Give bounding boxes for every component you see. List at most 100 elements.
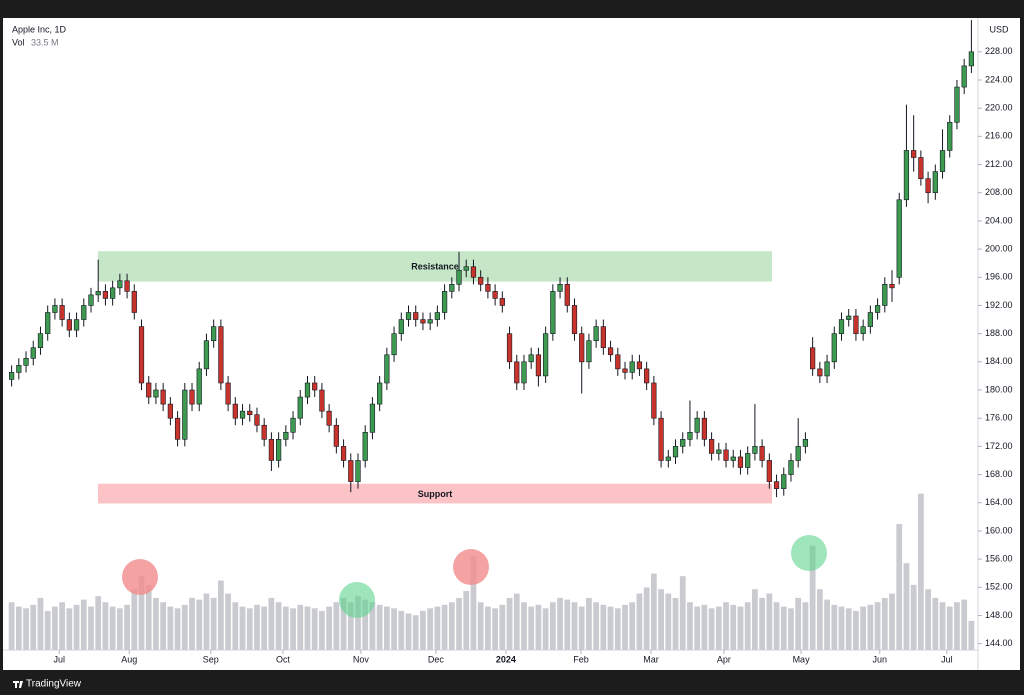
volume-bar xyxy=(910,584,917,650)
volume-bar xyxy=(845,608,852,650)
volume-bar xyxy=(239,606,246,650)
volume-bar xyxy=(896,524,903,650)
candle-body xyxy=(377,382,383,405)
volume-bar xyxy=(874,602,881,650)
price-tick-label: 168.00 xyxy=(985,469,1013,479)
candle-body xyxy=(947,121,953,151)
volume-bar xyxy=(838,606,845,650)
price-tick-label: 172.00 xyxy=(985,441,1013,451)
price-tick-label: 200.00 xyxy=(985,243,1013,253)
candle-body xyxy=(66,319,72,331)
volume-bar xyxy=(968,620,975,650)
volume-bar xyxy=(225,593,231,650)
volume-bar xyxy=(629,602,636,650)
volume-bar xyxy=(802,602,809,650)
currency-label: USD xyxy=(989,24,1009,34)
candle-body xyxy=(896,199,902,278)
volume-bar xyxy=(824,599,830,650)
symbol-title: Apple Inc, 1D xyxy=(12,24,67,34)
candle-body xyxy=(730,456,736,461)
time-tick-label: Apr xyxy=(717,654,731,664)
volume-bar xyxy=(600,604,607,650)
candle-body xyxy=(304,382,311,398)
candle-body xyxy=(564,284,570,306)
candle-body xyxy=(550,291,556,334)
price-tick-label: 160.00 xyxy=(985,525,1013,535)
volume-bar xyxy=(66,608,73,650)
candle-body xyxy=(889,284,895,289)
candle-body xyxy=(528,354,534,363)
candle-body xyxy=(939,150,946,172)
candle-body xyxy=(211,326,217,341)
volume-bar xyxy=(867,604,874,650)
volume-bar xyxy=(304,606,311,650)
volume-bar xyxy=(903,563,910,650)
candle-body xyxy=(413,312,419,320)
volume-bar xyxy=(88,606,94,650)
candle-body xyxy=(131,291,137,313)
volume-bar xyxy=(174,608,181,650)
volume-bar xyxy=(405,613,412,650)
time-tick-label: Jul xyxy=(941,654,953,664)
candle-body xyxy=(478,276,484,285)
volume-bar xyxy=(37,597,44,650)
volume-bar xyxy=(831,604,838,650)
volume-bar xyxy=(217,580,224,650)
volume-bar xyxy=(694,606,701,650)
candle-body xyxy=(802,439,809,447)
candle-body xyxy=(124,280,130,292)
candle-body xyxy=(586,340,592,363)
candle-body xyxy=(333,424,339,447)
candle-body xyxy=(723,449,729,461)
volume-bar xyxy=(340,597,347,650)
candle-body xyxy=(954,86,960,123)
volume-bar xyxy=(730,604,737,650)
candle-body xyxy=(369,403,376,433)
price-tick-label: 216.00 xyxy=(985,131,1013,141)
candle-body xyxy=(752,446,758,454)
volume-bar xyxy=(557,597,563,650)
price-tick-label: 196.00 xyxy=(985,272,1013,282)
candle-body xyxy=(629,361,635,373)
volume-bar xyxy=(737,606,744,650)
volume-bar xyxy=(607,606,614,650)
volume-bar xyxy=(816,589,823,650)
volume-bar xyxy=(427,608,434,650)
candle-body xyxy=(644,368,650,384)
candle-body xyxy=(788,460,794,475)
volume-bar xyxy=(109,606,116,650)
volume-bar xyxy=(744,602,751,650)
volume-bar xyxy=(398,610,405,650)
candle-body xyxy=(319,389,325,412)
candle-body xyxy=(196,368,202,405)
candle-body xyxy=(239,410,246,419)
candle-body xyxy=(326,410,332,426)
vol-label: Vol xyxy=(12,37,25,47)
candle-body xyxy=(441,291,448,313)
volume-bar xyxy=(513,593,520,650)
volume-bar xyxy=(73,604,80,650)
volume-bar xyxy=(254,604,260,650)
volume-bar xyxy=(311,608,318,650)
candle-body xyxy=(607,347,614,356)
candle-body xyxy=(59,305,65,320)
candle-body xyxy=(745,453,751,468)
volume-bar xyxy=(679,576,686,650)
volume-bar xyxy=(853,610,859,650)
volume-bar xyxy=(189,597,195,650)
candle-body xyxy=(348,460,354,482)
volume-bar xyxy=(788,608,794,650)
volume-bar xyxy=(95,596,102,650)
price-tick-label: 164.00 xyxy=(985,497,1013,507)
highlight-circle xyxy=(453,549,489,585)
candle-body xyxy=(651,382,657,419)
candle-body xyxy=(824,361,830,377)
volume-bar xyxy=(160,602,167,650)
candle-body xyxy=(874,305,881,313)
candle-body xyxy=(838,319,845,334)
volume-bar xyxy=(485,606,491,650)
candle-body xyxy=(579,333,585,363)
volume-bar xyxy=(687,602,693,650)
